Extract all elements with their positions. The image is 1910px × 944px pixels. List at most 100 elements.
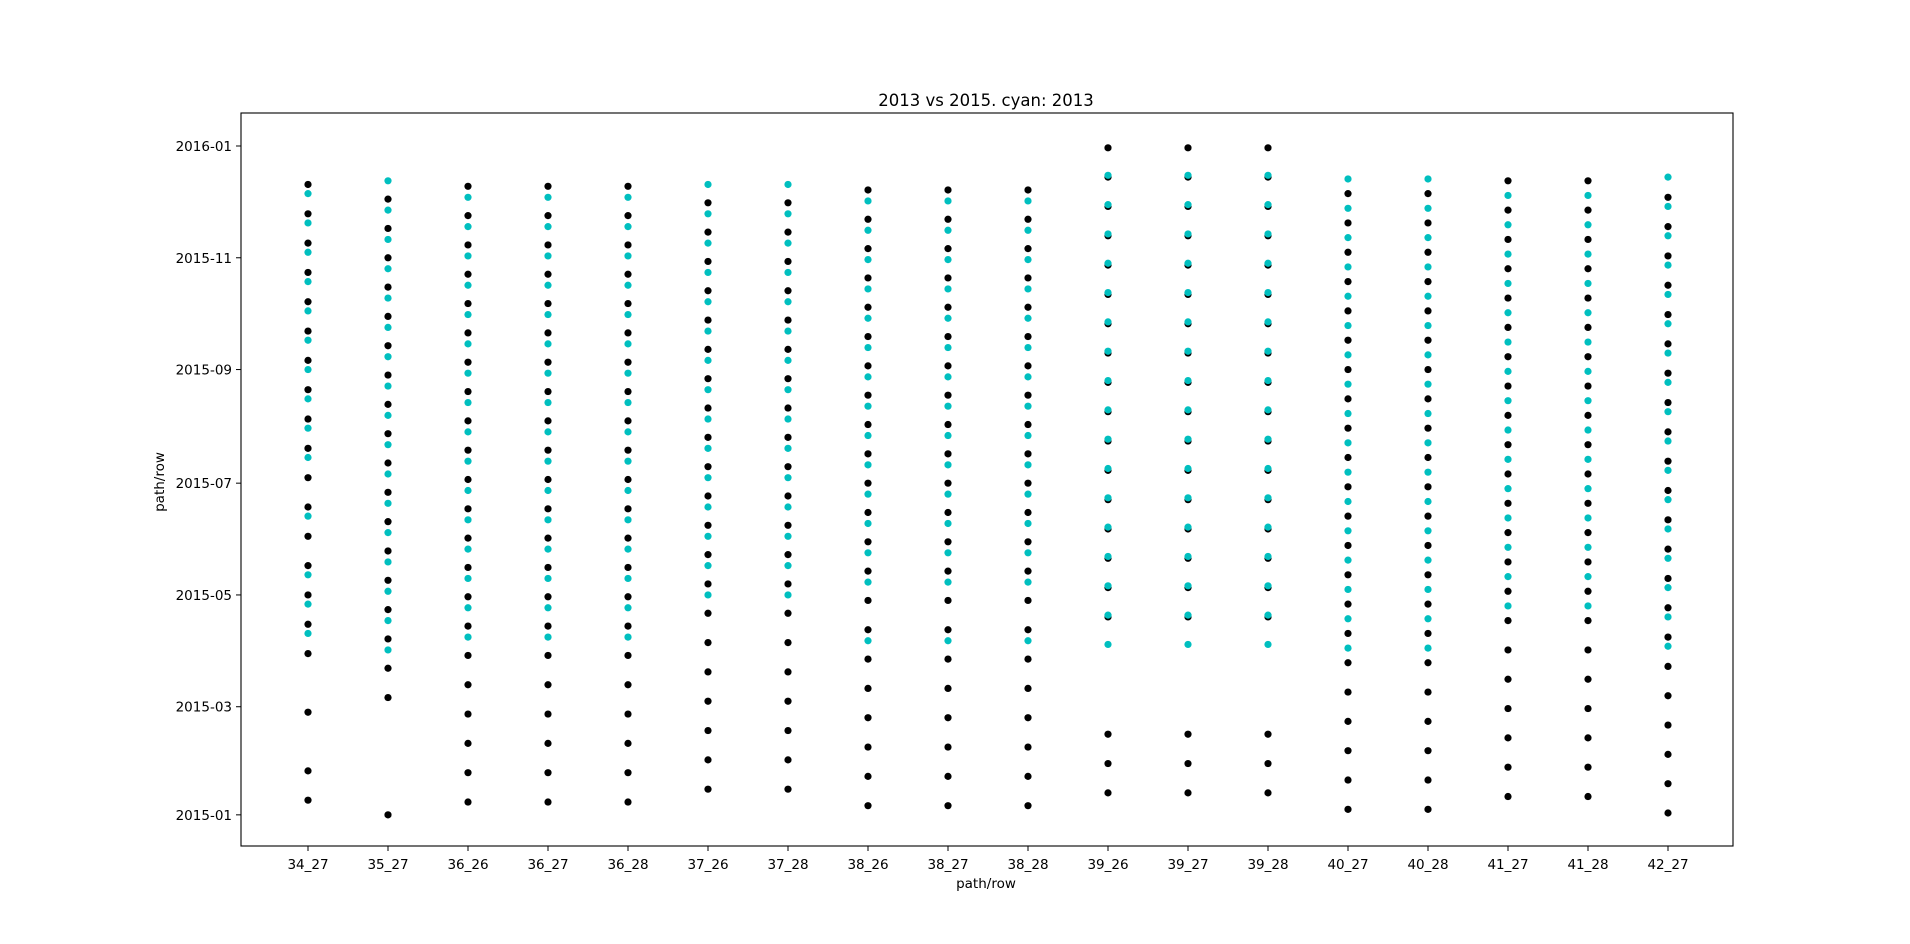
scatter-point bbox=[1024, 802, 1032, 810]
scatter-point bbox=[1024, 450, 1032, 458]
scatter-point bbox=[944, 197, 952, 205]
scatter-point bbox=[464, 387, 472, 396]
scatter-point bbox=[384, 411, 392, 419]
scatter-point bbox=[784, 785, 792, 793]
scatter-point bbox=[1424, 321, 1432, 330]
scatter-point bbox=[544, 475, 552, 484]
scatter-point bbox=[1184, 730, 1192, 738]
scatter-point bbox=[1584, 543, 1592, 551]
scatter-point bbox=[944, 490, 952, 498]
scatter-point bbox=[1184, 435, 1192, 443]
scatter-point bbox=[544, 446, 552, 454]
scatter-point bbox=[1584, 426, 1592, 434]
scatter-point bbox=[944, 285, 952, 293]
scatter-point bbox=[1504, 309, 1512, 317]
scatter-point bbox=[624, 798, 632, 806]
scatter-point bbox=[944, 461, 952, 469]
scatter-point bbox=[864, 684, 872, 693]
scatter-point bbox=[304, 336, 312, 344]
scatter-point bbox=[944, 637, 952, 645]
scatter-point bbox=[1344, 571, 1352, 579]
scatter-point bbox=[384, 576, 392, 584]
scatter-point bbox=[1344, 629, 1352, 638]
scatter-point bbox=[544, 212, 552, 220]
scatter-point bbox=[624, 446, 632, 454]
scatter-point bbox=[784, 345, 792, 353]
scatter-point bbox=[464, 593, 472, 601]
scatter-point bbox=[784, 562, 792, 570]
scatter-point bbox=[1664, 633, 1672, 641]
scatter-point bbox=[544, 417, 552, 425]
scatter-point bbox=[1344, 424, 1352, 432]
scatter-point bbox=[1344, 321, 1352, 330]
scatter-point bbox=[304, 210, 312, 218]
scatter-point bbox=[944, 274, 952, 282]
scatter-point bbox=[1344, 688, 1352, 696]
scatter-point bbox=[784, 463, 792, 471]
x-tick-label: 37_26 bbox=[687, 857, 728, 873]
scatter-point bbox=[1344, 453, 1352, 462]
scatter-point bbox=[1104, 201, 1112, 209]
scatter-point bbox=[624, 516, 632, 524]
scatter-point bbox=[944, 402, 952, 410]
scatter-point bbox=[864, 245, 872, 253]
scatter-point bbox=[304, 620, 312, 628]
y-tick-label: 2015-01 bbox=[176, 808, 232, 824]
scatter-point bbox=[1584, 529, 1592, 537]
scatter-point bbox=[1664, 466, 1672, 474]
scatter-point bbox=[1424, 453, 1432, 462]
scatter-point bbox=[944, 714, 952, 722]
y-tick-label: 2015-07 bbox=[176, 476, 232, 492]
scatter-point bbox=[1024, 596, 1032, 605]
scatter-point bbox=[1584, 514, 1592, 522]
scatter-point bbox=[304, 767, 312, 775]
scatter-point bbox=[864, 637, 872, 645]
scatter-point bbox=[784, 492, 792, 500]
scatter-point bbox=[864, 655, 872, 663]
scatter-point bbox=[1024, 567, 1032, 575]
chart-title: 2013 vs 2015. cyan: 2013 bbox=[878, 91, 1094, 110]
scatter-point bbox=[624, 387, 632, 396]
scatter-point bbox=[304, 474, 312, 482]
scatter-point bbox=[1664, 349, 1672, 357]
scatter-point bbox=[864, 772, 872, 780]
scatter-point bbox=[384, 195, 392, 203]
scatter-point bbox=[464, 710, 472, 718]
scatter-point bbox=[1024, 343, 1032, 352]
scatter-point bbox=[1664, 398, 1672, 407]
scatter-point bbox=[544, 310, 552, 319]
scatter-point bbox=[1504, 455, 1512, 463]
scatter-point bbox=[1664, 369, 1672, 377]
scatter-point bbox=[1344, 468, 1352, 476]
scatter-point bbox=[464, 398, 472, 407]
scatter-point bbox=[944, 684, 952, 693]
scatter-point bbox=[1584, 397, 1592, 405]
scatter-point bbox=[304, 298, 312, 306]
scatter-point bbox=[544, 457, 552, 465]
scatter-point bbox=[1584, 602, 1592, 610]
scatter-point bbox=[1184, 552, 1192, 561]
x-tick-label: 39_26 bbox=[1087, 857, 1128, 873]
scatter-point bbox=[544, 651, 552, 660]
scatter-point bbox=[704, 697, 712, 705]
scatter-point bbox=[1664, 457, 1672, 465]
scatter-point bbox=[384, 206, 392, 214]
scatter-point bbox=[1424, 439, 1432, 447]
scatter-point bbox=[1184, 640, 1192, 649]
x-tick-label: 41_28 bbox=[1567, 857, 1608, 873]
scatter-point bbox=[304, 649, 312, 658]
scatter-point bbox=[704, 268, 712, 277]
scatter-point bbox=[864, 714, 872, 722]
scatter-point bbox=[624, 241, 632, 249]
scatter-point bbox=[1664, 310, 1672, 319]
scatter-point bbox=[1664, 437, 1672, 445]
scatter-point bbox=[1664, 290, 1672, 299]
scatter-point bbox=[704, 580, 712, 588]
scatter-point bbox=[1024, 479, 1032, 487]
scatter-point bbox=[1264, 201, 1272, 209]
scatter-point bbox=[1024, 285, 1032, 293]
scatter-point bbox=[704, 287, 712, 295]
scatter-point bbox=[1024, 461, 1032, 469]
scatter-point bbox=[864, 431, 872, 440]
